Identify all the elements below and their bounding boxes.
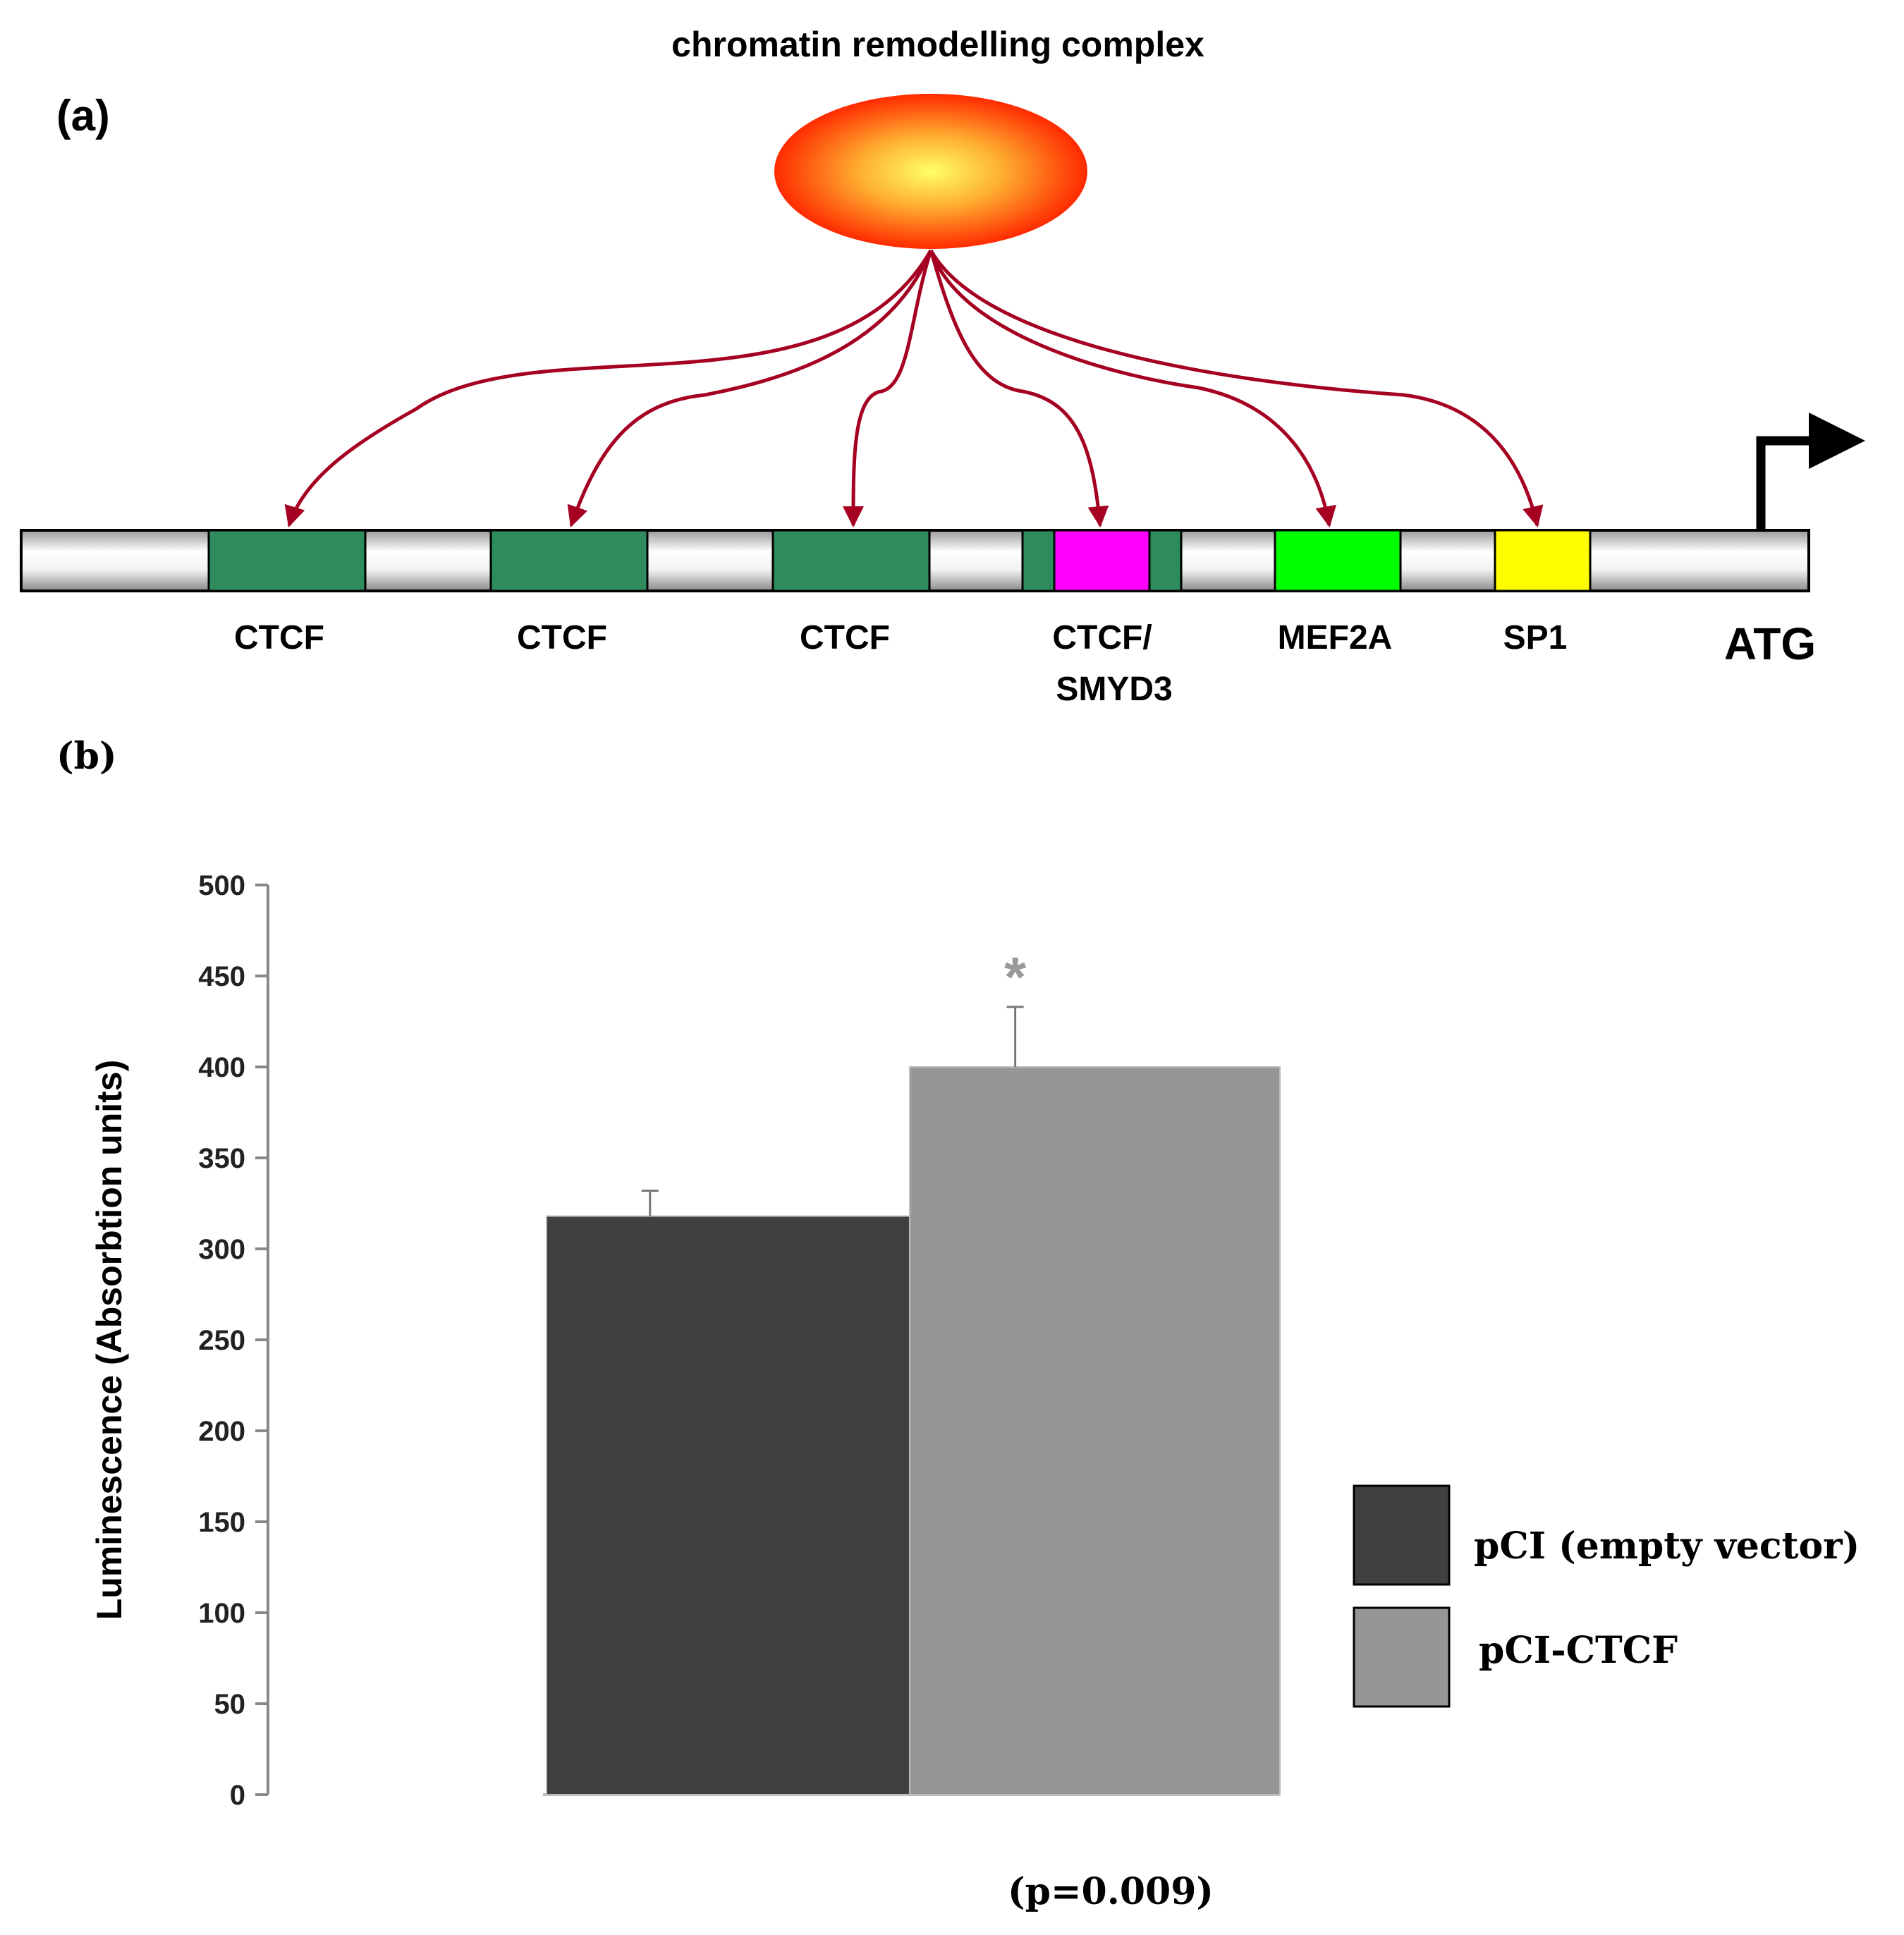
site-box-1: [207, 529, 367, 592]
arrow-to-site-4: [929, 250, 1109, 527]
bars: [546, 1006, 1281, 1796]
promoter-bar: [20, 529, 1810, 592]
legend: pCI (empty vector) pCI-CTCF: [1353, 1484, 1860, 1708]
panel-a-label: (a): [56, 92, 110, 140]
p-value: (p=0.009): [1008, 1870, 1214, 1913]
site-box-6: [1494, 529, 1592, 592]
bar-chart: 0 50 100 150 200 250 300 350 400 450 500 Luminesce…: [90, 870, 1281, 1913]
site-label-4: CTCF/: [1052, 619, 1152, 657]
arrow-to-site-2: [567, 250, 933, 527]
bar-1: [546, 1215, 910, 1796]
y-tick-label: 150: [198, 1507, 245, 1538]
remodelling-complex-oval: [774, 94, 1087, 249]
y-tick-label: 100: [198, 1598, 245, 1629]
y-tick-label: 400: [198, 1052, 245, 1083]
y-tick-label: 500: [198, 870, 245, 901]
legend-swatch-empty-vector: [1353, 1484, 1451, 1586]
legend-label-empty-vector: pCI (empty vector): [1474, 1525, 1860, 1568]
y-tick-label: 350: [198, 1143, 245, 1174]
site-label-5: MEF2A: [1278, 619, 1393, 657]
site-label-2: CTCF: [517, 619, 607, 657]
arrow-to-site-5: [929, 250, 1337, 527]
site-label-1: CTCF: [234, 619, 324, 657]
y-tick-label: 200: [198, 1416, 245, 1447]
legend-label-pci-ctcf: pCI-CTCF: [1479, 1629, 1678, 1672]
y-tick-label: 450: [198, 961, 245, 992]
arrow-to-site-1: [284, 249, 933, 527]
site-box-5: [1274, 529, 1402, 592]
y-tick-label: 250: [198, 1325, 245, 1356]
y-axis-label: Luminescence (Absorbtion units): [90, 1060, 129, 1620]
recruitment-arrows: [284, 249, 1544, 527]
y-tick-label: 0: [230, 1780, 245, 1811]
significance-asterisk: *: [1004, 946, 1027, 1008]
arrow-to-site-3: [843, 250, 933, 527]
arrow-to-site-6: [929, 249, 1544, 527]
complex-title: chromatin remodelling complex: [671, 25, 1204, 64]
site-box-3: [771, 529, 931, 592]
site-label-4-line2: SMYD3: [1056, 671, 1172, 708]
site-label-3: CTCF: [800, 619, 890, 657]
bar-2: [909, 1066, 1281, 1795]
y-tick-label: 50: [214, 1689, 246, 1720]
transcription-start-arrow: [1756, 413, 1865, 530]
y-tick-label: 300: [198, 1234, 245, 1265]
site-box-4: [1053, 529, 1151, 592]
site-label-6: SP1: [1503, 619, 1568, 657]
legend-swatch-pci-ctcf: [1353, 1606, 1451, 1708]
panel-b-label: (b): [56, 735, 117, 778]
site-box-2: [489, 529, 649, 592]
atg-label: ATG: [1724, 618, 1816, 669]
y-axis-ticks: 0 50 100 150 200 250 300 350 400 450 500: [198, 870, 268, 1811]
